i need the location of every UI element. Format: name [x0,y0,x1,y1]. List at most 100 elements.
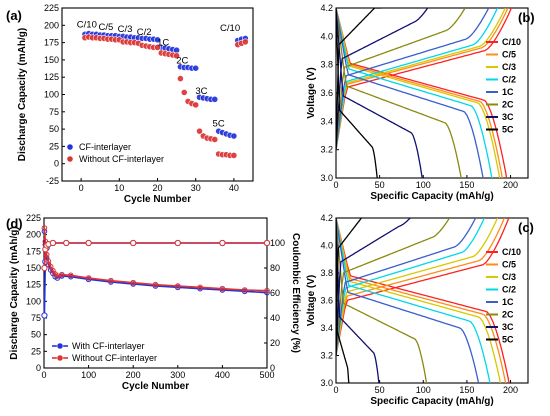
legend-label: C/2 [502,285,516,295]
legend-label: With CF-interlayer [72,341,145,351]
efficiency-point-without-cf-interlayer [174,239,181,247]
y-tick-label: 75 [49,107,59,117]
legend-label: 2C [502,100,514,110]
discharge-curve-2c [336,8,462,178]
y-tick-label: 4.2 [320,213,333,223]
discharge-curve-c-10 [336,218,510,383]
y-tick-label: 3.6 [320,88,333,98]
y-tick-label: 100 [44,90,59,100]
rate-label: C/10 [77,19,97,30]
y-tick-label: 0 [36,363,41,373]
x-tick-label: 0 [333,180,338,190]
y2-tick-label: 100 [270,238,285,248]
x-tick-label: 0 [333,385,338,395]
charge-curve-c-10 [336,8,512,150]
y-tick-label: 25 [31,346,41,356]
x-tick-label: 200 [503,180,518,190]
efficiency-line-without-cf-interlayer [43,242,267,269]
x-tick-label: 30 [191,183,201,193]
charge-curve-c-2 [336,8,499,150]
panel-b-voltage-profiles: 0 50 100 150 200 3.0 3.2 3.4 3.6 3.8 4.0 4.2 Specifi… [306,3,535,202]
legend-label: C/10 [502,247,521,257]
y-tick-label: 3.2 [320,145,333,155]
y2-axis-label: Coulombic Efficiency (%) [290,233,301,353]
legend-label: 5C [502,335,514,345]
x-tick-label: 200 [503,385,518,395]
y-tick-label: 0 [54,159,59,169]
x-tick-label: 400 [215,370,230,380]
discharge-curve-3c [336,218,380,383]
data-point-without-cf-interlayer [241,38,249,46]
capacity-point-without-cf-interlayer [47,263,54,270]
rate-label: C/2 [137,27,152,38]
x-axis-label: Specific Capacity (mAh/g) [370,191,493,202]
efficiency-point-without-cf-interlayer [130,239,137,247]
discharge-curve-1c [336,8,484,178]
efficiency-point-without-cf-interlayer [63,239,70,247]
discharge-curve-5c [336,8,378,178]
y-tick-label: 125 [26,280,41,290]
y-tick-label: 25 [49,141,59,151]
x-axis-label: Cycle Number [122,381,189,392]
capacity-point-without-cf-interlayer [85,275,92,281]
discharge-curve-c-5 [336,218,507,383]
rate-label: C/5 [99,22,114,33]
y-tick-label: 75 [31,313,41,323]
x-axis-label: Specific Capacity (mAh/g) [370,396,493,407]
efficiency-point-with-cf-interlayer [41,312,48,319]
x-tick-label: 500 [259,370,274,380]
discharge-curve-c-10 [336,8,508,178]
y-tick-label: 3.0 [320,378,333,388]
charge-curve-2c [336,8,466,150]
discharge-curve-c-2 [336,218,491,383]
y-tick-label: 225 [26,213,41,223]
x-tick-label: 200 [126,370,141,380]
charge-curve-3c [336,8,429,150]
y-tick-label: 50 [31,330,41,340]
panel-c-voltage-profiles: 0 50 100 150 200 3.0 3.2 3.4 3.6 3.8 4.0 4.2 Specifi… [306,213,534,407]
capacity-point-without-cf-interlayer [130,279,136,286]
charge-curve-c-3 [336,8,506,150]
y-tick-label: 3.4 [320,116,333,126]
x-tick-label: 50 [375,385,385,395]
y-tick-label: -25 [46,176,59,186]
data-point-cf-interlayer [154,36,161,44]
data-point-without-cf-interlayer [196,127,203,135]
y-tick-label: 200 [26,230,41,240]
efficiency-point-without-cf-interlayer [41,264,48,272]
charge-curve-5c [336,218,371,356]
legend-label: C/5 [502,50,516,60]
efficiency-point-without-cf-interlayer [49,239,57,247]
legend-marker [66,143,74,151]
y-tick-label: 3.2 [320,351,333,361]
capacity-point-without-cf-interlayer [264,287,270,294]
y-tick-label: 100 [26,296,41,306]
x-tick-label: 20 [152,183,162,193]
x-tick-label: 100 [416,385,431,395]
rate-label: C/10 [220,23,240,34]
panel-label: (c) [518,220,534,235]
legend-marker [66,155,74,163]
legend-label: Without CF-interlayer [79,154,164,164]
charge-curve-1c [336,218,477,356]
y-tick-label: 3.0 [320,173,333,183]
efficiency-point-without-cf-interlayer [263,239,271,247]
charge-curve-1c [336,8,490,150]
discharge-curve-c-5 [336,8,503,178]
data-point-cf-interlayer [211,95,219,103]
legend-label: Without CF-interlayer [72,353,157,363]
y-tick-label: 175 [26,246,41,256]
legend-marker [56,342,64,350]
capacity-point-without-cf-interlayer [152,281,159,288]
rate-label: 1C [157,37,169,48]
y-axis-label: Discharge Capacity (mAh/g) [17,28,28,161]
capacity-point-without-cf-interlayer [108,277,114,284]
efficiency-line-with-cf-interlayer [43,242,267,316]
y-tick-label: 50 [49,124,59,134]
x-tick-label: 100 [81,370,96,380]
x-tick-label: 0 [41,370,46,380]
x-tick-label: 100 [416,180,431,190]
x-tick-label: 10 [114,183,124,193]
y2-tick-label: 20 [270,338,280,348]
